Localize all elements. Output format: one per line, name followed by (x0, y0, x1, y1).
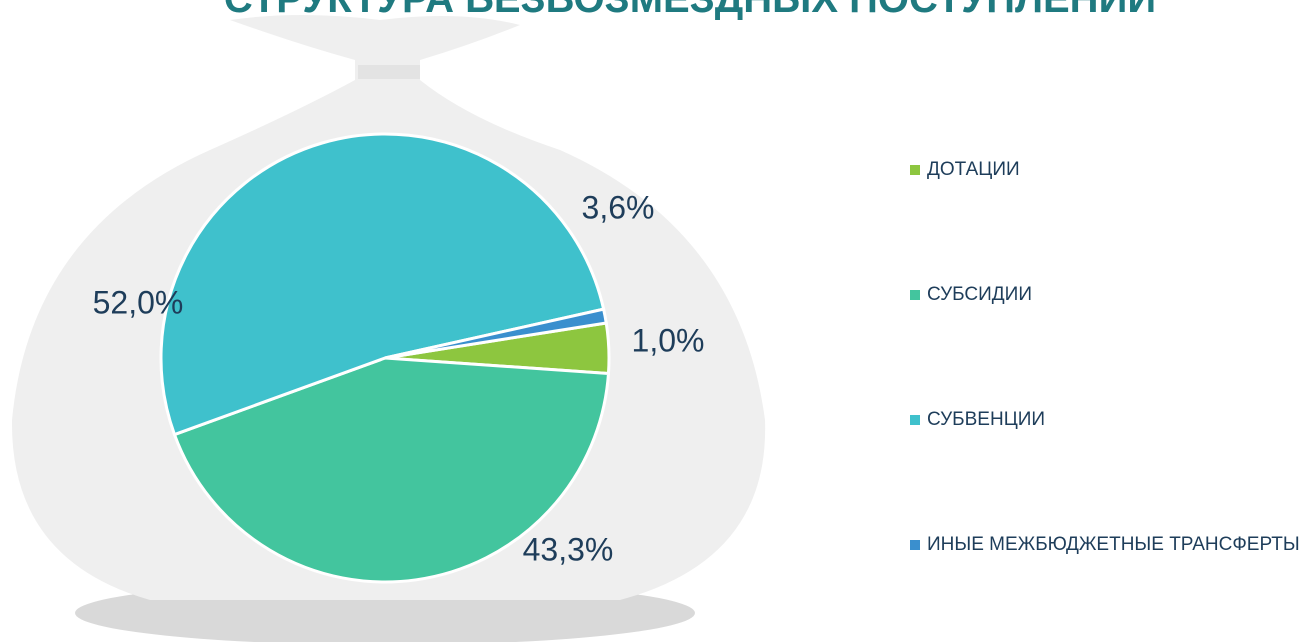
legend-swatch (910, 415, 920, 425)
chart-title: СТРУКТУРА БЕЗВОЗМЕЗДНЫХ ПОСТУПЛЕНИЙ (224, 0, 1156, 21)
pie-slice (172, 356, 611, 584)
pie-slice (159, 132, 606, 437)
legend-swatch (910, 540, 920, 550)
data-label: 1,0% (632, 322, 705, 358)
data-label: 3,6% (582, 189, 655, 225)
legend-label: СУБВЕНЦИИ (927, 409, 1045, 430)
legend-label: ИНЫЕ МЕЖБЮДЖЕТНЫЕ ТРАНСФЕРТЫ (927, 534, 1300, 555)
pie-slice (384, 307, 608, 360)
legend-label: ДОТАЦИИ (927, 159, 1020, 180)
data-label: 52,0% (93, 284, 184, 320)
bag-tie (358, 65, 420, 79)
legend-swatch (910, 165, 920, 175)
legend-label: СУБСИДИИ (927, 284, 1032, 305)
legend-swatch (910, 290, 920, 300)
data-label: 43,3% (523, 531, 614, 567)
